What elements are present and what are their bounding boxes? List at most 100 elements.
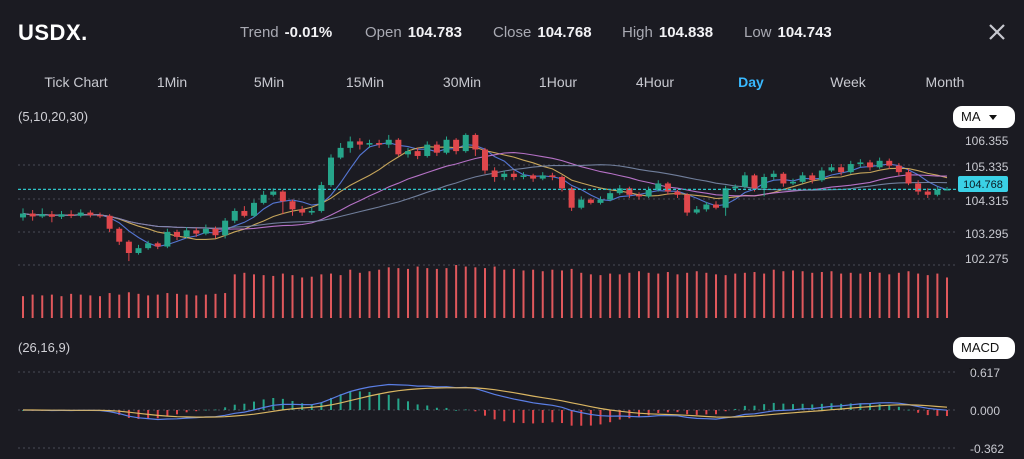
macd-hist-bar bbox=[301, 403, 304, 410]
volume-bar bbox=[339, 275, 342, 318]
volume-bar bbox=[358, 272, 361, 318]
tab-5min[interactable]: 5Min bbox=[253, 74, 285, 90]
macd-indicator-label: MACD bbox=[961, 340, 1000, 355]
candle-body bbox=[424, 144, 431, 156]
tab-day[interactable]: Day bbox=[738, 74, 764, 90]
tab-1min[interactable]: 1Min bbox=[156, 74, 188, 90]
candle-body bbox=[857, 162, 864, 165]
volume-bar bbox=[464, 266, 467, 318]
volume-bar bbox=[647, 272, 650, 318]
macd-hist-bar bbox=[772, 402, 775, 410]
volume-bar bbox=[917, 273, 920, 318]
volume-bar bbox=[888, 274, 891, 318]
macd-hist-bar bbox=[204, 409, 207, 411]
volume-bar bbox=[609, 273, 612, 318]
macd-hist-bar bbox=[166, 410, 169, 416]
candle-body bbox=[405, 151, 411, 155]
candle-body bbox=[260, 194, 267, 203]
volume-bar bbox=[878, 272, 881, 318]
candle-body bbox=[674, 191, 681, 195]
macd-hist-bar bbox=[214, 409, 217, 411]
price-tag-bg bbox=[958, 176, 1008, 192]
macd-hist-bar bbox=[753, 405, 756, 410]
macd-hist-bar bbox=[368, 391, 371, 410]
macd-lines bbox=[22, 383, 948, 421]
candle-body bbox=[87, 212, 94, 216]
macd-hist-bar bbox=[676, 410, 679, 413]
macd-hist-bar bbox=[522, 410, 525, 424]
candle-body bbox=[241, 210, 248, 216]
macd-hist-bar bbox=[618, 410, 621, 420]
close-label: Close bbox=[493, 24, 532, 41]
candle-body bbox=[231, 210, 238, 221]
volume-bar bbox=[946, 277, 948, 318]
volume-bar bbox=[79, 294, 82, 318]
volume-bar bbox=[137, 293, 140, 318]
candle-body bbox=[876, 160, 883, 168]
volume-bar bbox=[204, 294, 207, 318]
macd-hist-bar bbox=[243, 403, 246, 410]
volume-bar bbox=[253, 274, 255, 318]
macd-tick-label: -0.362 bbox=[970, 442, 1004, 456]
low-value: 104.743 bbox=[777, 24, 832, 41]
open-stat: Open 104.783 bbox=[365, 24, 462, 41]
macd-hist-bar bbox=[897, 406, 900, 410]
candle-body bbox=[645, 189, 652, 197]
volume-bar bbox=[522, 270, 525, 318]
macd-hist-bar bbox=[224, 407, 227, 410]
candle-body bbox=[828, 167, 835, 171]
volume-bar bbox=[715, 274, 717, 318]
volume-bar bbox=[31, 294, 34, 318]
macd-hist-bar bbox=[917, 410, 920, 413]
macd-hist-bar bbox=[493, 410, 496, 420]
volume-bar bbox=[176, 293, 178, 318]
candle-body bbox=[732, 186, 739, 189]
candle-body bbox=[684, 194, 691, 213]
volume-bar bbox=[41, 295, 44, 318]
tab-1hour[interactable]: 1Hour bbox=[538, 74, 578, 90]
tab-30min[interactable]: 30Min bbox=[442, 74, 482, 90]
volume-bar bbox=[108, 293, 111, 318]
volume-bar bbox=[166, 293, 169, 318]
volume-bar bbox=[541, 271, 544, 318]
volume-bar bbox=[897, 272, 900, 318]
macd-hist-bar bbox=[118, 410, 121, 415]
volume-bar bbox=[753, 272, 756, 318]
volume-bar bbox=[185, 294, 188, 318]
macd-hist-bar bbox=[686, 410, 689, 415]
tab-month[interactable]: Month bbox=[925, 74, 965, 90]
candle-body bbox=[318, 185, 325, 211]
current-price-tag: 104.768 bbox=[958, 176, 1008, 192]
tab-tick-chart[interactable]: Tick Chart bbox=[44, 74, 108, 90]
macd-hist-bar bbox=[291, 400, 294, 410]
ma-indicator-dropdown[interactable]: MA bbox=[953, 106, 1015, 128]
macd-indicator-dropdown[interactable]: MACD bbox=[953, 337, 1015, 374]
header-bar: USDX. Trend -0.01% Open 104.783 Close 104.7… bbox=[0, 0, 1024, 62]
candle-body bbox=[251, 202, 257, 216]
volume-bar bbox=[869, 272, 871, 318]
tab-week[interactable]: Week bbox=[830, 74, 866, 90]
tab-15min[interactable]: 15Min bbox=[345, 74, 385, 90]
volume-bar bbox=[378, 269, 381, 318]
macd-hist-bar bbox=[859, 403, 862, 410]
macd-hist-bar bbox=[763, 404, 766, 410]
volume-bar bbox=[214, 293, 217, 318]
candle-body bbox=[183, 230, 190, 237]
macd-hist-bar bbox=[512, 410, 515, 423]
volume-bar bbox=[243, 272, 246, 318]
volume-bar bbox=[310, 276, 313, 318]
candle-body bbox=[722, 188, 729, 208]
macd-hist-bar bbox=[407, 401, 409, 410]
current-price-label: 104.768 bbox=[963, 179, 1003, 191]
macd-hist-bar bbox=[127, 410, 130, 418]
macd-hist-bar bbox=[262, 399, 265, 410]
volume-bar bbox=[301, 277, 304, 318]
close-icon[interactable] bbox=[986, 21, 1008, 43]
volume-bar bbox=[224, 293, 227, 318]
macd-hist-bar bbox=[551, 410, 554, 423]
macd-hist-bar bbox=[647, 410, 650, 416]
macd-hist-bar bbox=[849, 403, 852, 410]
candle-body bbox=[77, 212, 84, 216]
tab-4hour[interactable]: 4Hour bbox=[635, 74, 675, 90]
